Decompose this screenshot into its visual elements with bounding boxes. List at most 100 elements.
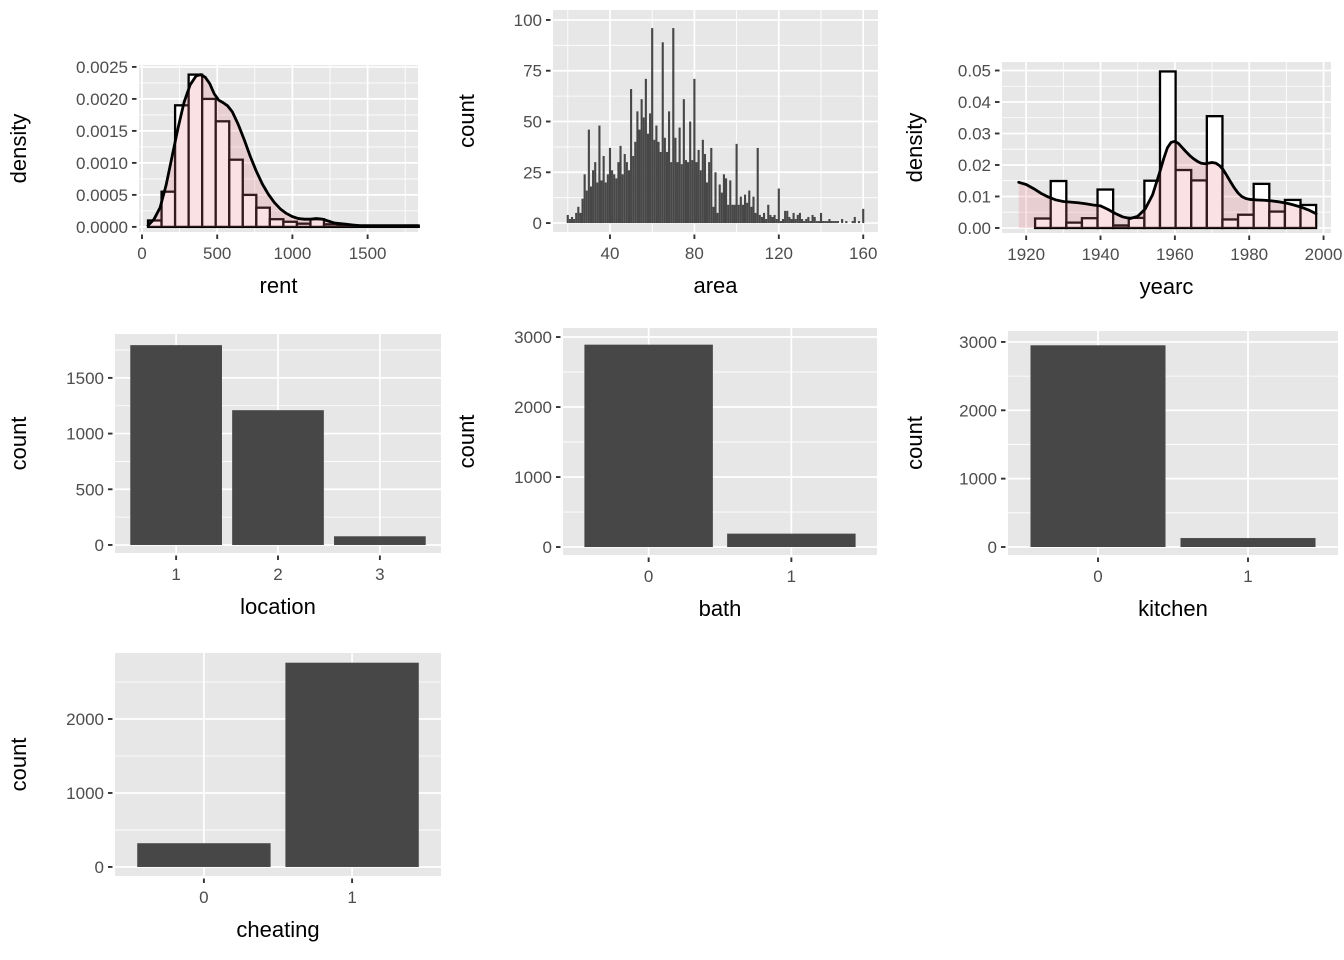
histogram-bar — [566, 214, 569, 224]
x-tick-label: 2000 — [1305, 245, 1343, 264]
x-tick-label: 160 — [849, 244, 877, 263]
y-tick-label: 2000 — [66, 710, 104, 729]
histogram-bar — [862, 208, 865, 224]
histogram-bar — [703, 154, 707, 224]
histogram-bar — [779, 221, 782, 224]
histogram-bar — [255, 206, 272, 229]
histogram-bar — [784, 210, 787, 224]
bars — [130, 345, 426, 545]
y-tick-label: 100 — [514, 11, 542, 30]
y-tick-label: 0.0025 — [76, 58, 128, 77]
histogram-bar — [602, 156, 605, 224]
histogram-bar — [617, 162, 620, 224]
histogram-bar — [775, 219, 778, 224]
y-tick-label: 0 — [95, 858, 104, 877]
histogram-bar — [592, 170, 595, 224]
histogram-bar — [636, 111, 639, 224]
y-axis-title: count — [454, 415, 479, 469]
histogram-bar — [857, 221, 861, 224]
histogram-bar — [568, 219, 571, 224]
x-tick-label: 0 — [137, 244, 146, 263]
x-axis-title: location — [240, 594, 316, 619]
histogram-bar — [632, 156, 635, 224]
x-tick-label: 40 — [601, 244, 620, 263]
histogram-bar — [687, 162, 690, 224]
tick-marks — [108, 718, 354, 883]
x-tick-label: 120 — [765, 244, 793, 263]
histogram-bar — [630, 89, 633, 224]
bar — [232, 410, 324, 545]
histogram-bar — [760, 216, 763, 224]
y-tick-label: 75 — [523, 62, 542, 81]
histogram-bar — [748, 190, 751, 224]
histogram-bar — [598, 125, 601, 224]
histogram-bar — [697, 149, 700, 224]
x-tick-label: 1000 — [273, 244, 311, 263]
tick-marks — [546, 19, 865, 239]
y-tick-label: 0.04 — [958, 93, 991, 112]
histogram-bar — [619, 145, 622, 224]
histogram-bar — [743, 194, 747, 224]
x-tick-label: 1500 — [349, 244, 387, 263]
histogram-bar — [699, 170, 702, 224]
y-tick-label: 0.0015 — [76, 122, 128, 141]
x-axis-title: cheating — [236, 917, 319, 942]
y-tick-label: 0.05 — [958, 62, 991, 81]
chart-bath: 0 1 0 1000 2000 3000 bath count — [448, 300, 896, 630]
x-axis-title: yearc — [1140, 274, 1194, 299]
x-axis-title: rent — [260, 273, 298, 298]
histogram-bar — [731, 204, 734, 224]
histogram-bar — [600, 180, 603, 224]
y-axis-title: density — [6, 114, 31, 184]
y-axis-tick-labels: 0 25 50 75 100 — [514, 11, 542, 233]
histogram-bar — [851, 221, 854, 224]
histogram-bar — [834, 221, 837, 224]
chart-yearc: 1920 1940 1960 1980 2000 0.00 0.01 0.02 0.03 0.04… — [896, 0, 1344, 300]
y-axis-tick-labels: 0 1000 2000 3000 — [514, 328, 552, 557]
histogram-bar — [579, 212, 582, 224]
bar — [130, 345, 222, 545]
histogram-bar — [611, 170, 614, 224]
histogram-bar — [623, 154, 626, 224]
bars — [146, 73, 420, 229]
density-curve — [1017, 139, 1318, 220]
histogram-bar — [583, 174, 586, 224]
y-tick-label: 2000 — [514, 398, 552, 417]
histogram-bar — [657, 141, 660, 224]
tick-marks — [108, 376, 381, 560]
histogram-bar — [735, 143, 738, 224]
histogram-bar — [674, 137, 677, 224]
histogram-bar — [581, 198, 584, 224]
histogram-bar — [695, 162, 698, 224]
x-tick-label: 1 — [787, 567, 796, 586]
chart-cheating: 0 1 0 1000 2000 cheating count — [0, 630, 448, 960]
histogram-bar — [746, 202, 749, 224]
histogram-bar — [615, 178, 618, 224]
bar — [1180, 538, 1316, 548]
y-tick-label: 0 — [533, 214, 542, 233]
histogram-bar — [638, 129, 641, 224]
yearc-chart-canvas: 1920 1940 1960 1980 2000 0.00 0.01 0.02 0.03 0.04… — [902, 62, 1343, 299]
x-axis-tick-labels: 0 500 1000 1500 — [137, 244, 386, 263]
histogram-bar — [792, 212, 795, 224]
histogram-bar — [585, 190, 588, 224]
x-axis-tick-labels: 1 2 3 — [171, 565, 384, 584]
histogram-bar — [228, 158, 244, 229]
density-curve — [146, 73, 420, 228]
histogram-bar — [769, 214, 772, 224]
y-tick-label: 3000 — [514, 328, 552, 347]
x-axis-title: kitchen — [1138, 596, 1208, 621]
histogram-bar — [815, 221, 818, 224]
x-tick-label: 2 — [273, 565, 282, 584]
histogram-bar — [811, 214, 814, 224]
x-tick-label: 1960 — [1156, 245, 1194, 264]
histogram-bar — [819, 212, 823, 224]
histogram-bar — [754, 212, 757, 224]
histogram-bar — [828, 219, 831, 224]
histogram-bar — [822, 221, 825, 224]
bars — [137, 662, 419, 867]
histogram-bar — [798, 212, 801, 224]
